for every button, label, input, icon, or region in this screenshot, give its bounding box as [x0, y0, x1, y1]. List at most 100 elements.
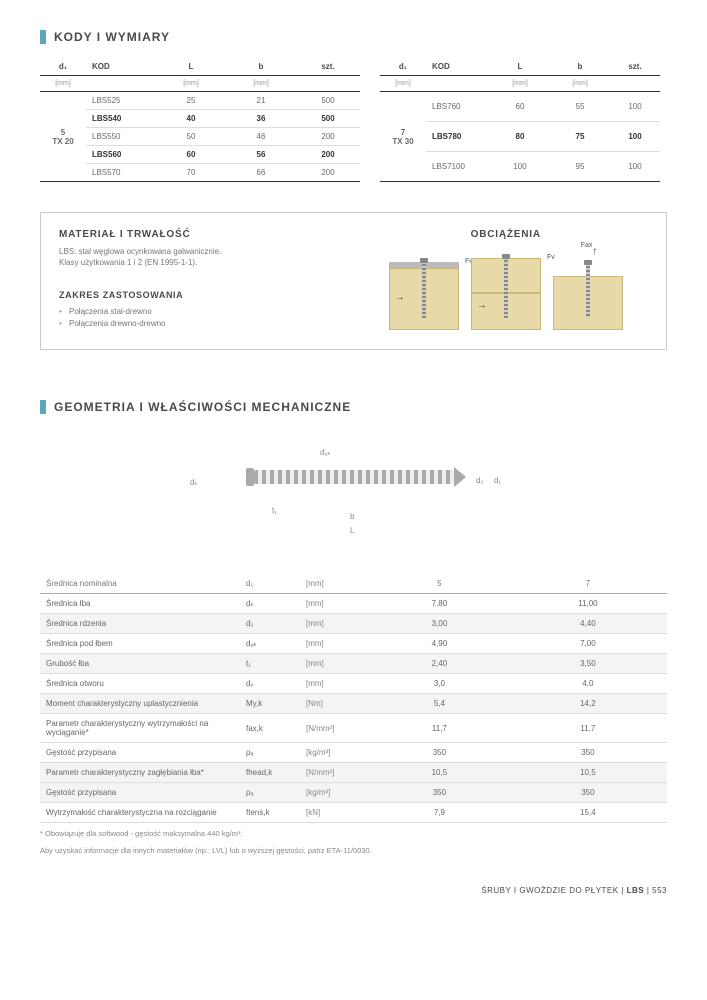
- cell-v2: 3,50: [509, 654, 667, 674]
- info-box: MATERIAŁ I TRWAŁOŚĆ LBS: stal węglowa oc…: [40, 212, 667, 350]
- cell-kod: LBS560: [86, 146, 156, 164]
- cell-unit: [kN]: [300, 803, 370, 823]
- dim-table-5mm: d₁ KOD L b szt. [mm] [mm] [mm] 5 TX 20LB…: [40, 58, 360, 182]
- footer-page: | 553: [644, 886, 667, 895]
- cell-b: 55: [550, 92, 610, 122]
- cell-b: 21: [226, 92, 296, 110]
- cell-b: 66: [226, 164, 296, 182]
- col-b: b: [550, 58, 610, 76]
- cell-L: 70: [156, 164, 226, 182]
- geom-label-t1: t₁: [272, 506, 277, 515]
- table-row: Gęstość przypisanaρₐ[kg/m³]350350: [40, 743, 667, 763]
- cell-szt: 500: [296, 92, 360, 110]
- table-row: Średnica otworudᵥ[mm]3,04,0: [40, 674, 667, 694]
- loads-diagrams: Fv → Fv → Fax →: [364, 248, 649, 333]
- unit-L: [mm]: [156, 76, 226, 92]
- cell-name: Średnica rdzenia: [40, 614, 240, 634]
- material-line2: Klasy użytkowania 1 i 2 (EN 1995-1-1).: [59, 257, 344, 268]
- cell-sym: fax,k: [240, 714, 300, 743]
- cell-szt: 200: [296, 164, 360, 182]
- cell-unit: [kg/m³]: [300, 783, 370, 803]
- cell-v2: 350: [509, 783, 667, 803]
- cell-sym: dᵤₖ: [240, 634, 300, 654]
- cell-name: Średnica łba: [40, 594, 240, 614]
- page-footer: ŚRUBY I GWOŹDZIE DO PŁYTEK | LBS | 553: [40, 886, 667, 895]
- cell-v2: 11,7: [509, 714, 667, 743]
- cell-szt: 200: [296, 128, 360, 146]
- prop-head-v2: 7: [509, 574, 667, 594]
- cell-szt: 200: [296, 146, 360, 164]
- arrow-icon: →: [477, 300, 487, 311]
- cell-v2: 15,4: [509, 803, 667, 823]
- cell-szt: 100: [610, 152, 660, 182]
- cell-v1: 5,4: [370, 694, 509, 714]
- cell-b: 46: [226, 128, 296, 146]
- table-row: Parametr charakterystyczny wytrzymałości…: [40, 714, 667, 743]
- loads-heading: OBCIĄŻENIA: [364, 229, 649, 240]
- cell-v2: 10,5: [509, 763, 667, 783]
- geometry-diagram: dₖ dᵤₖ d₂ d₁ t₁ b L: [40, 434, 667, 544]
- cell-L: 40: [156, 110, 226, 128]
- cell-unit: [mm]: [300, 614, 370, 634]
- geom-label-d2: d₂: [476, 476, 484, 485]
- scope-heading: ZAKRES ZASTOSOWANIA: [59, 290, 344, 300]
- cell-sym: dᵥ: [240, 674, 300, 694]
- section-title-geometria: GEOMETRIA I WŁAŚCIWOŚCI MECHANICZNE: [40, 400, 667, 414]
- cell-b: 36: [226, 110, 296, 128]
- cell-name: Moment charakterystyczny uplastycznienia: [40, 694, 240, 714]
- cell-unit: [mm]: [300, 594, 370, 614]
- cell-v2: 4,0: [509, 674, 667, 694]
- cell-v1: 7,9: [370, 803, 509, 823]
- rowspan-d1: 5 TX 20: [40, 92, 86, 182]
- cell-kod: LBS550: [86, 128, 156, 146]
- cell-name: Parametr charakterystyczny wytrzymałości…: [40, 714, 240, 743]
- cell-kod: LBS7100: [426, 152, 490, 182]
- cell-sym: d₂: [240, 614, 300, 634]
- unit-L: [mm]: [490, 76, 550, 92]
- info-left: MATERIAŁ I TRWAŁOŚĆ LBS: stal węglowa oc…: [59, 229, 344, 333]
- cell-sym: ρₐ: [240, 743, 300, 763]
- col-szt: szt.: [610, 58, 660, 76]
- table-row: Wytrzymałość charakterystyczna na rozcią…: [40, 803, 667, 823]
- cell-unit: [N/mm²]: [300, 714, 370, 743]
- unit-b: [mm]: [226, 76, 296, 92]
- cell-kod: LBS570: [86, 164, 156, 182]
- col-L: L: [156, 58, 226, 76]
- load-diagram-withdrawal: Fax →: [553, 248, 623, 333]
- rowspan-d1: 7 TX 30: [380, 92, 426, 182]
- properties-table: Średnica nominalna d₁ [mm] 5 7 Średnica …: [40, 574, 667, 823]
- unit-d1: [mm]: [40, 76, 86, 92]
- footer-code: LBS: [627, 886, 645, 895]
- cell-v2: 7,00: [509, 634, 667, 654]
- cell-unit: [mm]: [300, 634, 370, 654]
- table-row: Grubość łbat₁[mm]2,403,50: [40, 654, 667, 674]
- col-szt: szt.: [296, 58, 360, 76]
- col-L: L: [490, 58, 550, 76]
- table-row: LBS5606056200: [40, 146, 360, 164]
- cell-name: Średnica otworu: [40, 674, 240, 694]
- cell-v1: 350: [370, 743, 509, 763]
- footnote-2: Aby uzyskać informacje dla innych materi…: [40, 846, 667, 857]
- cell-sym: fhead,k: [240, 763, 300, 783]
- cell-b: 95: [550, 152, 610, 182]
- col-d1: d₁: [380, 58, 426, 76]
- table-row: Parametr charakterystyczny zagłębiania ł…: [40, 763, 667, 783]
- geom-label-dk: dₖ: [190, 478, 198, 487]
- cell-v1: 350: [370, 783, 509, 803]
- cell-v2: 14,2: [509, 694, 667, 714]
- cell-L: 100: [490, 152, 550, 182]
- cell-v2: 4,40: [509, 614, 667, 634]
- prop-head-v1: 5: [370, 574, 509, 594]
- footnote-1: * Obowiązuje dla softwood - gęstość maks…: [40, 829, 667, 840]
- load-diagram-shear-wood: Fv →: [471, 248, 541, 333]
- table-row: 7 TX 30LBS7606055100: [380, 92, 660, 122]
- cell-L: 60: [490, 92, 550, 122]
- cell-sym: dₖ: [240, 594, 300, 614]
- cell-name: Gęstość przypisana: [40, 743, 240, 763]
- cell-name: Wytrzymałość charakterystyczna na rozcią…: [40, 803, 240, 823]
- cell-kod: LBS760: [426, 92, 490, 122]
- cell-kod: LBS780: [426, 122, 490, 152]
- load-diagram-shear-steel: Fv →: [389, 248, 459, 333]
- table-row: LBS5505046200: [40, 128, 360, 146]
- title-bar: [40, 30, 46, 44]
